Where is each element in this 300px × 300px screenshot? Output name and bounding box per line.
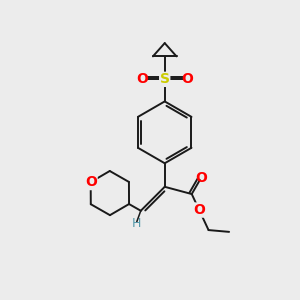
Text: S: S [160, 72, 170, 86]
Text: O: O [85, 175, 97, 189]
Text: O: O [137, 72, 148, 86]
Text: O: O [195, 171, 207, 185]
Text: O: O [193, 203, 205, 217]
Text: H: H [132, 217, 141, 230]
Text: O: O [181, 72, 193, 86]
